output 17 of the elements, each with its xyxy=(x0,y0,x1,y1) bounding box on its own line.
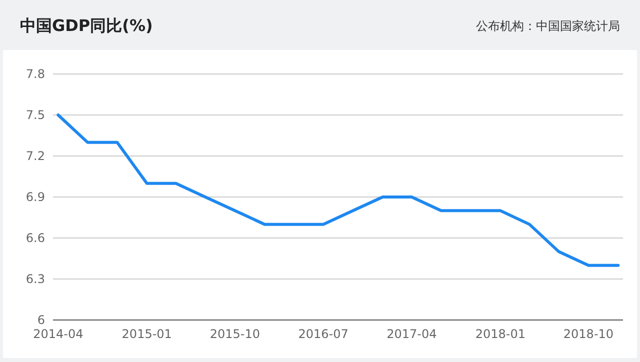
y-tick-label: 7.8 xyxy=(26,67,45,81)
y-tick-label: 6.9 xyxy=(26,190,45,204)
text: 公布机构：中国国家统计局 xyxy=(476,19,620,33)
y-tick-label: 7.2 xyxy=(26,149,45,163)
y-tick-label: 6.6 xyxy=(26,231,45,245)
y-tick-label: 7.5 xyxy=(26,108,45,122)
x-tick-label: 2017-04 xyxy=(386,327,437,341)
chart-title: 中国GDP同比(%) xyxy=(20,16,153,35)
x-tick-label: 2018-01 xyxy=(475,327,526,341)
x-tick-label: 2014-04 xyxy=(33,327,84,341)
line-series xyxy=(56,114,620,267)
x-tick-label: 2015-01 xyxy=(122,327,172,341)
x-tick-label: 2016-07 xyxy=(298,327,348,341)
y-tick-label: 6 xyxy=(37,313,45,327)
y-tick-label: 6.3 xyxy=(26,272,45,286)
x-tick-label: 2015-10 xyxy=(210,327,260,341)
x-tick-label: 2018-10 xyxy=(563,327,614,341)
